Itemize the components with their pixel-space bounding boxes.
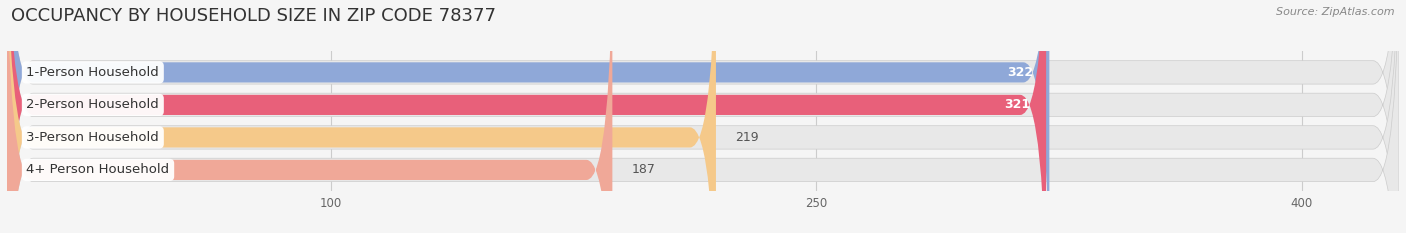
FancyBboxPatch shape bbox=[7, 0, 716, 233]
FancyBboxPatch shape bbox=[7, 0, 1399, 233]
FancyBboxPatch shape bbox=[7, 0, 1399, 233]
FancyBboxPatch shape bbox=[7, 0, 1046, 233]
Text: 2-Person Household: 2-Person Household bbox=[27, 98, 159, 111]
Text: Source: ZipAtlas.com: Source: ZipAtlas.com bbox=[1277, 7, 1395, 17]
Text: 3-Person Household: 3-Person Household bbox=[27, 131, 159, 144]
FancyBboxPatch shape bbox=[7, 0, 1049, 233]
FancyBboxPatch shape bbox=[7, 0, 1399, 233]
Text: 4+ Person Household: 4+ Person Household bbox=[27, 163, 170, 176]
FancyBboxPatch shape bbox=[7, 0, 613, 233]
Text: 322: 322 bbox=[1007, 66, 1033, 79]
Text: 219: 219 bbox=[735, 131, 759, 144]
FancyBboxPatch shape bbox=[7, 0, 1399, 233]
Text: 187: 187 bbox=[631, 163, 655, 176]
Text: 1-Person Household: 1-Person Household bbox=[27, 66, 159, 79]
Text: OCCUPANCY BY HOUSEHOLD SIZE IN ZIP CODE 78377: OCCUPANCY BY HOUSEHOLD SIZE IN ZIP CODE … bbox=[11, 7, 496, 25]
Text: 321: 321 bbox=[1004, 98, 1031, 111]
